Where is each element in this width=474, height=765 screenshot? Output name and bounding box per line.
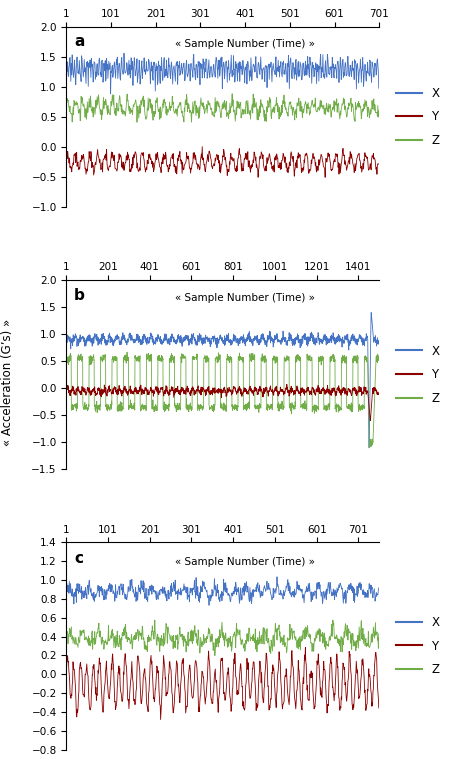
Legend: X, Y, Z: X, Y, Z [392, 611, 444, 681]
Text: « Sample Number (Time) »: « Sample Number (Time) » [175, 557, 315, 567]
Text: b: b [74, 288, 85, 303]
Legend: X, Y, Z: X, Y, Z [392, 82, 444, 151]
Legend: X, Y, Z: X, Y, Z [392, 340, 444, 409]
Text: a: a [74, 34, 84, 49]
Text: c: c [74, 551, 83, 565]
Text: « Acceleration (G’s) »: « Acceleration (G’s) » [0, 319, 14, 446]
Text: « Sample Number (Time) »: « Sample Number (Time) » [175, 39, 315, 50]
Text: « Sample Number (Time) »: « Sample Number (Time) » [175, 293, 315, 304]
